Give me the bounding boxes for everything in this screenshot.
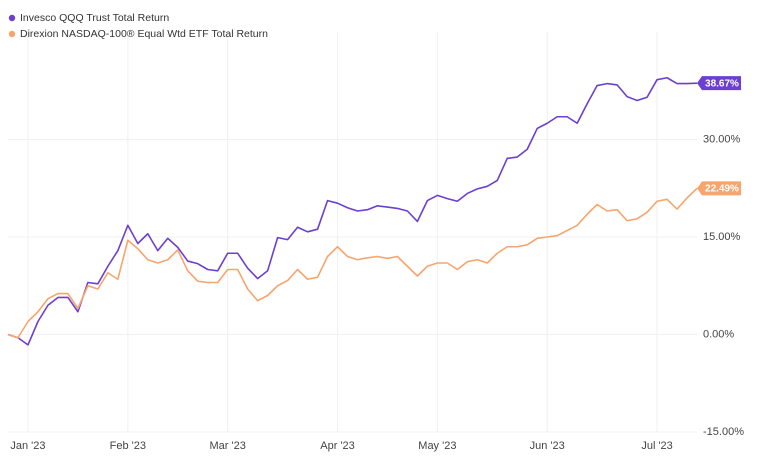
y-tick-label: 0.00% (703, 328, 734, 340)
x-tick-label: Mar '23 (210, 440, 246, 452)
legend: Invesco QQQ Trust Total Return Direxion N… (8, 12, 268, 40)
value-label-box (697, 181, 741, 196)
legend-label: Invesco QQQ Trust Total Return (20, 12, 169, 24)
x-tick-label: Apr '23 (320, 440, 355, 452)
legend-marker (8, 14, 16, 22)
y-tick-label: -15.00% (703, 426, 744, 438)
y-tick-label: 30.00% (703, 133, 741, 145)
x-tick-label: Feb '23 (110, 440, 146, 452)
x-tick-label: May '23 (418, 440, 456, 452)
y-tick-label: 15.00% (703, 231, 741, 243)
legend-label: Direxion NASDAQ-100® Equal Wtd ETF Total… (20, 28, 268, 40)
x-tick-label: Jun '23 (530, 440, 565, 452)
value-label: 22.49% (705, 183, 739, 194)
value-label-box (697, 76, 741, 91)
legend-marker (8, 30, 16, 38)
series-line (7, 76, 698, 346)
value-label: 38.67% (705, 78, 739, 89)
x-tick-label: Jul '23 (641, 440, 672, 452)
series-line (7, 187, 698, 339)
x-tick-label: Jan '23 (10, 440, 45, 452)
